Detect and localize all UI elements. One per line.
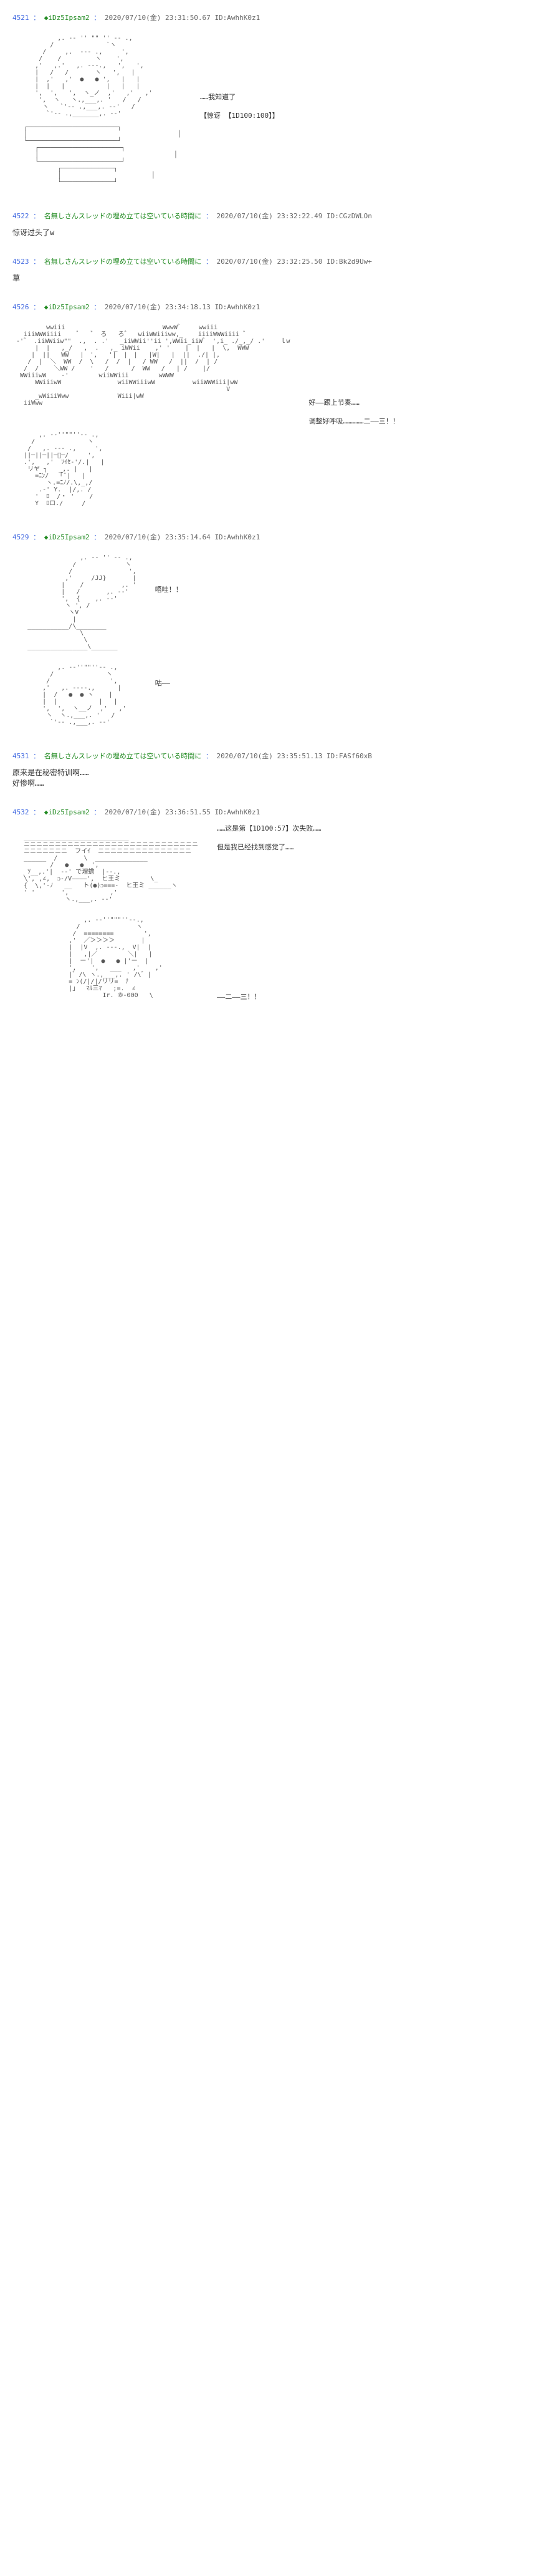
forum-post: 4523 ： 名無しさんスレッドの埋め立ては空いている時間に ： 2020/07…: [12, 256, 542, 283]
post-header: 4529 ： ◆iDz5Ipsam2 ： 2020/07/10(金) 23:35…: [12, 532, 542, 542]
side-text: [155, 622, 542, 640]
side-text: [217, 954, 542, 973]
reply-text: 惊讶过头了w: [12, 227, 542, 238]
post-header: 4526 ： ◆iDz5Ipsam2 ： 2020/07/10(金) 23:34…: [12, 302, 542, 312]
aa-container: ____________________________ ニニニニニニニニニニニ…: [12, 823, 542, 1010]
post-number: 4522: [12, 212, 29, 220]
post-date: 2020/07/10(金) 23:35:51.13: [216, 752, 322, 760]
post-id: ID:FASf60xB: [327, 752, 372, 760]
post-id: ID:Bk2d9Uw+: [327, 258, 372, 266]
aa-container: ,. -‐ '' "" '' ‐- ., / `ヽ / ,. -‐- ., ',…: [12, 29, 542, 192]
ascii-art: ,. -‐ '' "" '' ‐- ., / `ヽ / ,. -‐- ., ',…: [12, 35, 181, 186]
post-header: 4523 ： 名無しさんスレッドの埋め立ては空いている時間に ： 2020/07…: [12, 256, 542, 266]
aa-container: ,. -‐ '' ‐- ., / ヽ / ', ,' /JJ} | | / ,.…: [12, 548, 542, 732]
side-text: ――二――三！！: [217, 991, 542, 1010]
side-text: [217, 879, 542, 898]
forum-post: 4522 ： 名無しさんスレッドの埋め立ては空いている時間に ： 2020/07…: [12, 211, 542, 238]
side-text: ……我知道了: [200, 92, 542, 110]
forum-post: 4529 ： ◆iDz5Ipsam2 ： 2020/07/10(金) 23:35…: [12, 532, 542, 732]
post-number: 4531: [12, 752, 29, 760]
side-text: 但是我已经找到感觉了……: [217, 842, 542, 861]
side-text: [217, 861, 542, 879]
side-text: [217, 898, 542, 917]
post-date: 2020/07/10(金) 23:32:25.50: [216, 258, 322, 266]
ascii-art: wwiii WwwW゛ wwiii iiiWWWiiii ﾞ ゛ ろ ろ゛ wi…: [12, 324, 290, 407]
side-text: [155, 603, 542, 622]
reply-text: 草: [12, 273, 542, 283]
side-text: [217, 917, 542, 935]
post-id: ID:AwhhK0z1: [214, 533, 260, 541]
post-name: ◆iDz5Ipsam2: [44, 808, 90, 816]
side-text: 【惊讶 【1D100:100】】: [200, 110, 542, 129]
side-text: [217, 973, 542, 991]
post-name: 名無しさんスレッドの埋め立ては空いている時間に: [44, 212, 201, 220]
post-header: 4531 ： 名無しさんスレッドの埋め立ては空いている時間に ： 2020/07…: [12, 751, 542, 761]
post-date: 2020/07/10(金) 23:35:14.64: [105, 533, 211, 541]
reply-text: 原来是在秘密特训啊…… 好惨啊……: [12, 767, 542, 788]
side-text: [155, 640, 542, 659]
post-id: ID:CGzDWLOn: [327, 212, 372, 220]
side-text: 唔哇！！: [155, 584, 542, 603]
side-text: [155, 659, 542, 678]
post-date: 2020/07/10(金) 23:36:51.55: [105, 808, 211, 816]
post-number: 4532: [12, 808, 29, 816]
side-text: 好——跟上节奏……: [308, 397, 542, 416]
ascii-art: ____________________________ ニニニニニニニニニニニ…: [12, 834, 198, 999]
forum-post: 4531 ： 名無しさんスレッドの埋め立ては空いている時間に ： 2020/07…: [12, 751, 542, 788]
post-name: ◆iDz5Ipsam2: [44, 14, 90, 22]
post-number: 4521: [12, 14, 29, 22]
post-number: 4526: [12, 303, 29, 311]
post-header: 4521 ： ◆iDz5Ipsam2 ： 2020/07/10(金) 23:31…: [12, 12, 542, 22]
post-name: 名無しさんスレッドの埋め立ては空いている時間に: [44, 258, 201, 266]
forum-post: 4521 ： ◆iDz5Ipsam2 ： 2020/07/10(金) 23:31…: [12, 12, 542, 192]
post-number: 4529: [12, 533, 29, 541]
side-text: ……这是第【1D100:57】次失败……: [217, 823, 542, 842]
post-id: ID:AwhhK0z1: [214, 14, 260, 22]
post-name: ◆iDz5Ipsam2: [44, 303, 90, 311]
side-text: [217, 935, 542, 954]
post-header: 4532 ： ◆iDz5Ipsam2 ： 2020/07/10(金) 23:36…: [12, 807, 542, 817]
post-id: ID:AwhhK0z1: [214, 808, 260, 816]
side-text: 调整好呼吸……………二――三！！: [308, 416, 542, 435]
side-text: 咕——: [155, 678, 542, 697]
forum-post: 4532 ： ◆iDz5Ipsam2 ： 2020/07/10(金) 23:36…: [12, 807, 542, 1010]
post-name: 名無しさんスレッドの埋め立ては空いている時間に: [44, 752, 201, 760]
post-id: ID:AwhhK0z1: [214, 303, 260, 311]
ascii-art: ,. -‐''""''‐- ., / ヽ / ,. -‐- ., ', ||─|…: [12, 432, 290, 507]
aa-container: wwiii WwwW゛ wwiii iiiWWWiiii ﾞ ゛ ろ ろ゛ wi…: [12, 318, 542, 513]
post-header: 4522 ： 名無しさんスレッドの埋め立ては空いている時間に ： 2020/07…: [12, 211, 542, 221]
ascii-art: ,. -‐ '' ‐- ., / ヽ / ', ,' /JJ} | | / ,.…: [12, 554, 136, 726]
post-number: 4523: [12, 258, 29, 266]
post-date: 2020/07/10(金) 23:31:50.67: [105, 14, 211, 22]
post-name: ◆iDz5Ipsam2: [44, 533, 90, 541]
forum-post: 4526 ： ◆iDz5Ipsam2 ： 2020/07/10(金) 23:34…: [12, 302, 542, 513]
post-date: 2020/07/10(金) 23:32:22.49: [216, 212, 322, 220]
post-date: 2020/07/10(金) 23:34:18.13: [105, 303, 211, 311]
